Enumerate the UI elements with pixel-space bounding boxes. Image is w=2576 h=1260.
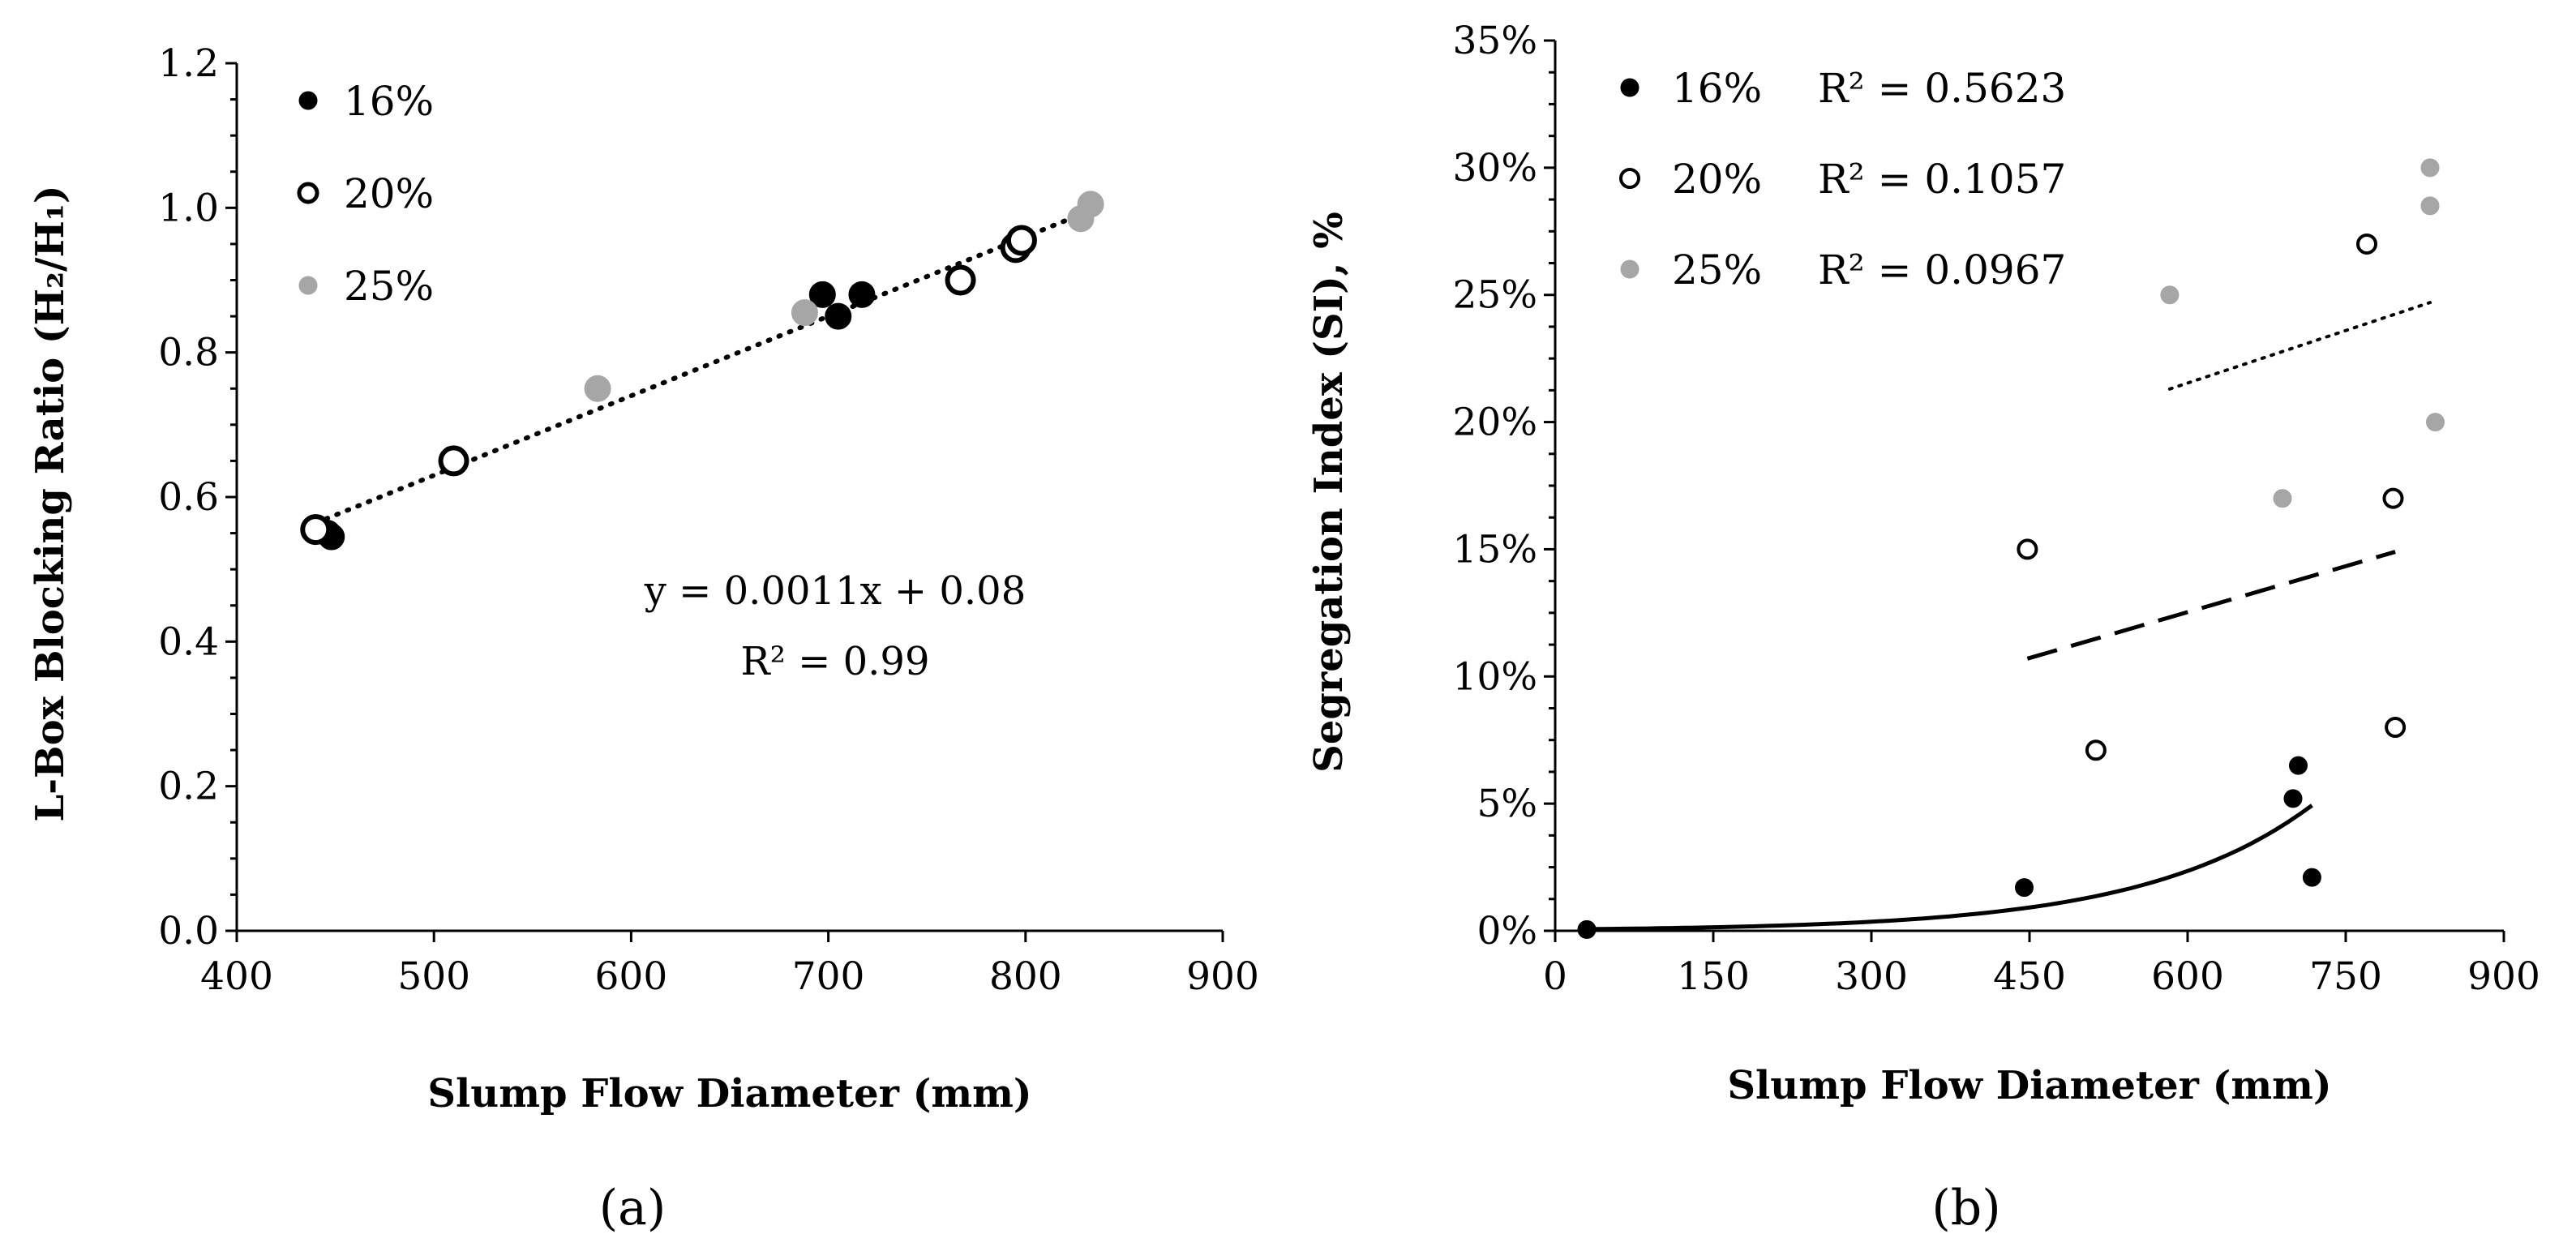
x-axis-title: Slump Flow Diameter (mm) [1727, 1063, 2331, 1108]
y-tick-label: 0.2 [158, 765, 219, 809]
y-tick-label: 0% [1477, 909, 1537, 954]
data-point [848, 281, 876, 308]
r-squared-label: R² = 0.0967 [1818, 246, 2066, 294]
legend-label: 20% [1672, 156, 1762, 203]
legend-marker [1620, 78, 1639, 97]
legend-label: 25% [344, 263, 434, 310]
y-tick-label: 0.6 [158, 475, 219, 520]
r-squared-label: R² = 0.5623 [1818, 65, 2066, 112]
data-point-open [2085, 739, 2107, 761]
x-tick-label: 500 [397, 954, 470, 999]
y-tick-label: 0.8 [158, 331, 219, 375]
y-axis-title: L-Box Blocking Ratio (H₂/H₁) [28, 185, 73, 821]
y-tick-label: 1.0 [158, 186, 219, 230]
data-point-open [2356, 233, 2377, 255]
x-tick-label: 400 [200, 954, 273, 999]
y-axis-title: Segregation Index (SI), % [1306, 212, 1352, 773]
chart-panel-b: 0% 5% 10% 15% 20% 25% 30% 35% 0 150 300 450 600 750 90… [1306, 19, 2540, 1236]
y-tick-label: 35% [1453, 19, 1537, 63]
x-tick-label: 300 [1835, 954, 1908, 999]
y-tick-label: 1.2 [158, 41, 219, 86]
y-tick-label: 0.0 [158, 909, 219, 954]
x-tick-label: 600 [2151, 954, 2224, 999]
data-point [2420, 196, 2440, 216]
legend-marker [298, 91, 318, 110]
x-tick-label: 0 [1543, 954, 1567, 999]
legend-label: 16% [1672, 65, 1762, 112]
x-tick-label: 700 [792, 954, 865, 999]
chart-panel-a: 0.0 0.2 0.4 0.6 0.8 1.0 1.2 400 500 600 700 800 900 S… [28, 41, 1259, 1236]
data-point [2426, 413, 2445, 432]
y-tick-label: 15% [1453, 527, 1537, 572]
legend-marker [298, 276, 318, 295]
x-tick-label: 900 [1186, 954, 1259, 999]
y-tick-label: 5% [1477, 782, 1537, 826]
trendline-dashed [2026, 550, 2396, 661]
data-point [2420, 158, 2440, 178]
panel-label: (b) [1931, 1180, 2000, 1236]
trendline [313, 208, 1094, 526]
data-point [2283, 789, 2303, 808]
y-tick-label: 0.4 [158, 619, 219, 664]
data-point-open [1005, 225, 1037, 256]
data-point-open [945, 264, 976, 296]
regression-annotation: R² = 0.99 [741, 639, 930, 684]
data-point-open [438, 445, 469, 477]
legend-label: 16% [344, 78, 434, 125]
data-point [825, 302, 852, 330]
x-tick-label: 600 [595, 954, 668, 999]
x-tick-label: 750 [2309, 954, 2382, 999]
data-point [1077, 191, 1104, 218]
panel-label: (a) [599, 1180, 667, 1236]
data-point [2289, 756, 2308, 775]
data-point [791, 299, 818, 327]
legend-marker [1620, 259, 1639, 279]
y-tick-label: 30% [1453, 146, 1537, 191]
data-point [2302, 868, 2321, 887]
x-tick-label: 900 [2467, 954, 2540, 999]
x-tick-label: 450 [1993, 954, 2066, 999]
data-point [2015, 878, 2034, 898]
y-tick-label: 20% [1453, 401, 1537, 445]
data-point [808, 281, 836, 308]
y-tick-label: 25% [1453, 273, 1537, 318]
data-point-open [2382, 487, 2404, 509]
data-point [584, 375, 611, 402]
legend-marker [1619, 168, 1640, 189]
r-squared-label: R² = 0.1057 [1818, 156, 2066, 203]
data-point-open [300, 514, 332, 546]
x-tick-label: 800 [989, 954, 1062, 999]
regression-annotation: y = 0.0011x + 0.08 [644, 568, 1026, 614]
legend-label: 25% [1672, 246, 1762, 294]
trendline-solid [1586, 804, 2313, 932]
data-point-open [2017, 538, 2038, 560]
legend-label: 20% [344, 170, 434, 217]
data-point-open [2385, 717, 2407, 739]
data-point [2160, 285, 2180, 305]
x-axis-title: Slump Flow Diameter (mm) [427, 1071, 1031, 1116]
legend-marker [297, 182, 319, 204]
x-tick-label: 150 [1677, 954, 1750, 999]
data-point [2273, 489, 2292, 508]
data-point [1577, 919, 1597, 939]
trendline-dotted [2167, 301, 2432, 391]
y-tick-label: 10% [1453, 654, 1537, 699]
